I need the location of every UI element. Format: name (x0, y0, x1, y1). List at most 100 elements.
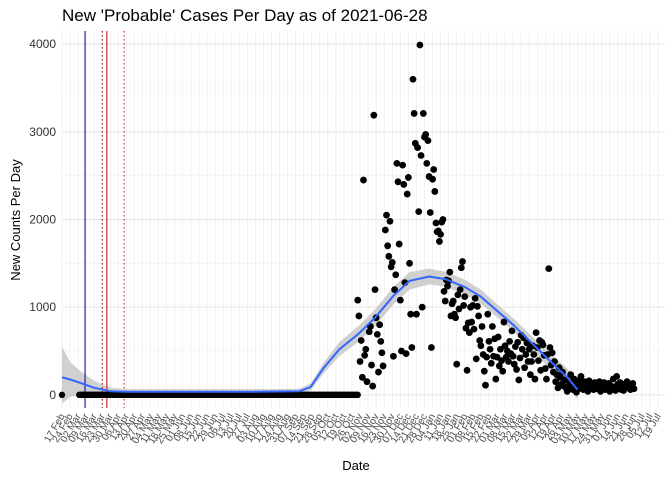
data-point (423, 159, 431, 167)
data-point (493, 353, 501, 361)
data-points (58, 41, 638, 399)
data-point (404, 174, 412, 181)
data-point (424, 137, 432, 144)
data-point (413, 310, 420, 318)
data-point (483, 353, 491, 361)
data-point (386, 217, 394, 225)
y-tick-label: 0 (49, 388, 56, 402)
data-point (514, 338, 522, 346)
data-point (440, 287, 448, 295)
data-point (419, 110, 427, 117)
data-point (613, 373, 621, 380)
data-point (403, 190, 411, 198)
data-point (394, 178, 402, 186)
data-point (499, 367, 507, 375)
data-point (453, 360, 461, 368)
data-point (446, 268, 454, 276)
data-point (422, 131, 430, 138)
data-point (376, 321, 384, 329)
smooth-line (61, 275, 579, 393)
y-axis-title: New Counts Per Day (8, 159, 23, 281)
y-tick-label: 1000 (29, 300, 56, 314)
data-point (468, 318, 476, 326)
data-point (395, 240, 403, 248)
y-axis-ticks: 0 1000 2000 3000 4000 (29, 37, 56, 402)
data-point (402, 350, 410, 358)
data-point (457, 264, 465, 272)
data-point (357, 337, 365, 344)
data-point (385, 252, 393, 260)
data-point (530, 351, 538, 358)
data-point (515, 376, 523, 384)
data-point (431, 188, 439, 195)
data-point (476, 337, 484, 344)
data-point (531, 375, 539, 383)
data-point (436, 238, 443, 245)
data-point (415, 208, 423, 216)
data-point (541, 365, 549, 372)
data-point (377, 337, 385, 345)
data-point (475, 312, 482, 320)
data-point (441, 297, 449, 305)
data-point (400, 181, 408, 188)
data-point (399, 161, 407, 169)
data-point (410, 110, 418, 117)
data-point (356, 358, 364, 365)
data-point (370, 111, 378, 119)
data-point (454, 291, 462, 299)
data-point (516, 354, 524, 362)
data-point (501, 342, 509, 350)
data-point (539, 341, 547, 349)
data-point (546, 344, 554, 351)
data-point (418, 303, 426, 311)
data-point (548, 349, 556, 357)
data-point (463, 366, 471, 374)
data-point (492, 375, 500, 383)
reference-lines (84, 31, 125, 408)
data-point (429, 175, 436, 183)
data-point (482, 381, 489, 389)
data-point (510, 360, 518, 368)
data-point (488, 323, 496, 330)
data-point (392, 271, 400, 279)
data-point (474, 302, 481, 310)
data-point (513, 366, 520, 373)
data-point (430, 166, 438, 173)
data-point (388, 259, 396, 266)
data-point (509, 352, 517, 360)
y-tick-label: 2000 (29, 213, 56, 227)
data-point (439, 216, 447, 223)
data-point (485, 337, 493, 345)
data-point (452, 314, 459, 322)
chart-title: New 'Probable' Cases Per Day as of 2021-… (62, 6, 428, 25)
confidence-band (62, 268, 578, 404)
data-point (494, 333, 502, 341)
data-point (460, 302, 468, 309)
data-point (543, 375, 550, 383)
data-point (354, 296, 362, 304)
data-point (362, 345, 370, 353)
data-point (390, 352, 397, 360)
data-point (432, 219, 440, 227)
data-point (456, 286, 464, 294)
data-point (523, 339, 531, 347)
data-point (459, 258, 466, 265)
data-point (368, 361, 375, 369)
data-point (470, 325, 478, 333)
data-point (577, 373, 585, 380)
y-tick-label: 4000 (29, 37, 56, 51)
data-point (409, 75, 417, 83)
data-point (426, 209, 434, 216)
data-point (393, 159, 401, 167)
data-point (375, 368, 382, 376)
data-point (383, 211, 390, 219)
data-point (58, 391, 66, 399)
data-point (373, 330, 381, 338)
data-point (629, 380, 637, 387)
data-point (545, 265, 553, 272)
data-point (363, 378, 371, 386)
data-point (472, 355, 480, 363)
data-point (379, 362, 387, 370)
